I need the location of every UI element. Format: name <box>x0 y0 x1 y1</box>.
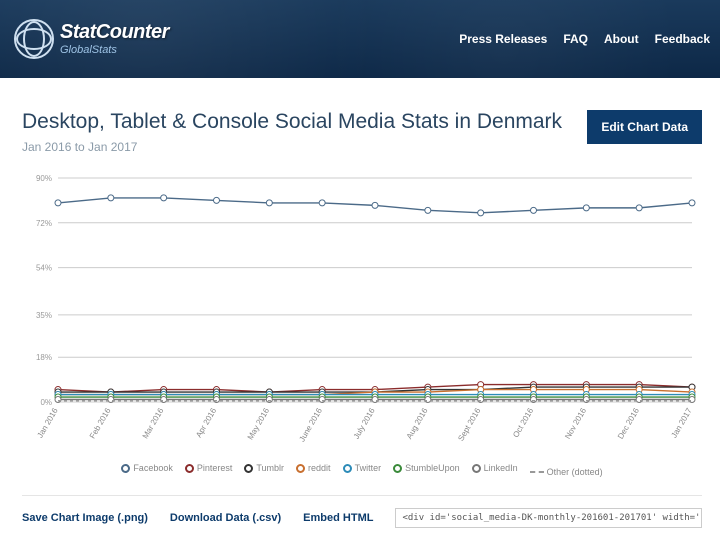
legend-item[interactable]: Twitter <box>343 463 382 473</box>
embed-code-input[interactable]: <div id='social_media-DK-monthly-201601-… <box>395 508 702 528</box>
legend-item[interactable]: Facebook <box>121 463 173 473</box>
svg-text:Sept 2016: Sept 2016 <box>456 406 482 443</box>
svg-text:Feb 2016: Feb 2016 <box>88 406 113 440</box>
globe-icon <box>14 19 54 59</box>
svg-text:June 2016: June 2016 <box>297 406 324 443</box>
nav-about[interactable]: About <box>604 32 639 46</box>
chart-container: 0% 18% 35% 54% 72% 90% Jan 2016 Feb 2016 Mar 201… <box>22 172 702 477</box>
nav-press-releases[interactable]: Press Releases <box>459 32 547 46</box>
svg-text:Nov 2016: Nov 2016 <box>563 406 588 441</box>
legend-item[interactable]: LinkedIn <box>472 463 518 473</box>
embed-html-link[interactable]: Embed HTML <box>303 512 373 524</box>
legend-item[interactable]: Tumblr <box>244 463 284 473</box>
svg-text:35%: 35% <box>36 311 52 320</box>
site-header: StatCounter GlobalStats Press Releases F… <box>0 0 720 78</box>
svg-text:Mar 2016: Mar 2016 <box>141 406 166 440</box>
svg-text:Jan 2016: Jan 2016 <box>35 406 60 439</box>
svg-text:Jan 2017: Jan 2017 <box>669 406 694 439</box>
legend-item[interactable]: reddit <box>296 463 331 473</box>
main-content: Desktop, Tablet & Console Social Media S… <box>0 78 720 538</box>
site-logo[interactable]: StatCounter GlobalStats <box>10 19 169 59</box>
svg-text:Oct 2016: Oct 2016 <box>511 406 535 439</box>
edit-chart-button[interactable]: Edit Chart Data <box>587 110 702 144</box>
line-chart: 0% 18% 35% 54% 72% 90% Jan 2016 Feb 2016 Mar 201… <box>22 172 702 452</box>
svg-text:Aug 2016: Aug 2016 <box>405 406 430 441</box>
chart-actions: Save Chart Image (.png) Download Data (.… <box>22 495 702 528</box>
svg-text:Dec 2016: Dec 2016 <box>616 406 641 441</box>
svg-text:0%: 0% <box>40 398 52 407</box>
svg-text:May 2016: May 2016 <box>246 406 272 441</box>
nav-feedback[interactable]: Feedback <box>655 32 710 46</box>
page-subtitle: Jan 2016 to Jan 2017 <box>22 140 562 154</box>
chart-legend: Facebook Pinterest Tumblr reddit Twitter… <box>22 463 702 477</box>
brand-name: StatCounter <box>60 22 169 42</box>
svg-text:July 2016: July 2016 <box>352 406 377 441</box>
svg-text:18%: 18% <box>36 353 52 362</box>
nav-faq[interactable]: FAQ <box>563 32 588 46</box>
svg-text:72%: 72% <box>36 219 52 228</box>
svg-text:54%: 54% <box>36 264 52 273</box>
legend-item[interactable]: StumbleUpon <box>393 463 460 473</box>
legend-item[interactable]: Other (dotted) <box>530 467 603 477</box>
save-png-link[interactable]: Save Chart Image (.png) <box>22 512 148 524</box>
top-nav: Press Releases FAQ About Feedback <box>459 32 710 46</box>
svg-text:90%: 90% <box>36 174 52 183</box>
brand-subtitle: GlobalStats <box>60 44 169 56</box>
download-csv-link[interactable]: Download Data (.csv) <box>170 512 281 524</box>
legend-item[interactable]: Pinterest <box>185 463 233 473</box>
svg-text:Apr 2016: Apr 2016 <box>194 406 218 439</box>
page-title: Desktop, Tablet & Console Social Media S… <box>22 110 562 134</box>
